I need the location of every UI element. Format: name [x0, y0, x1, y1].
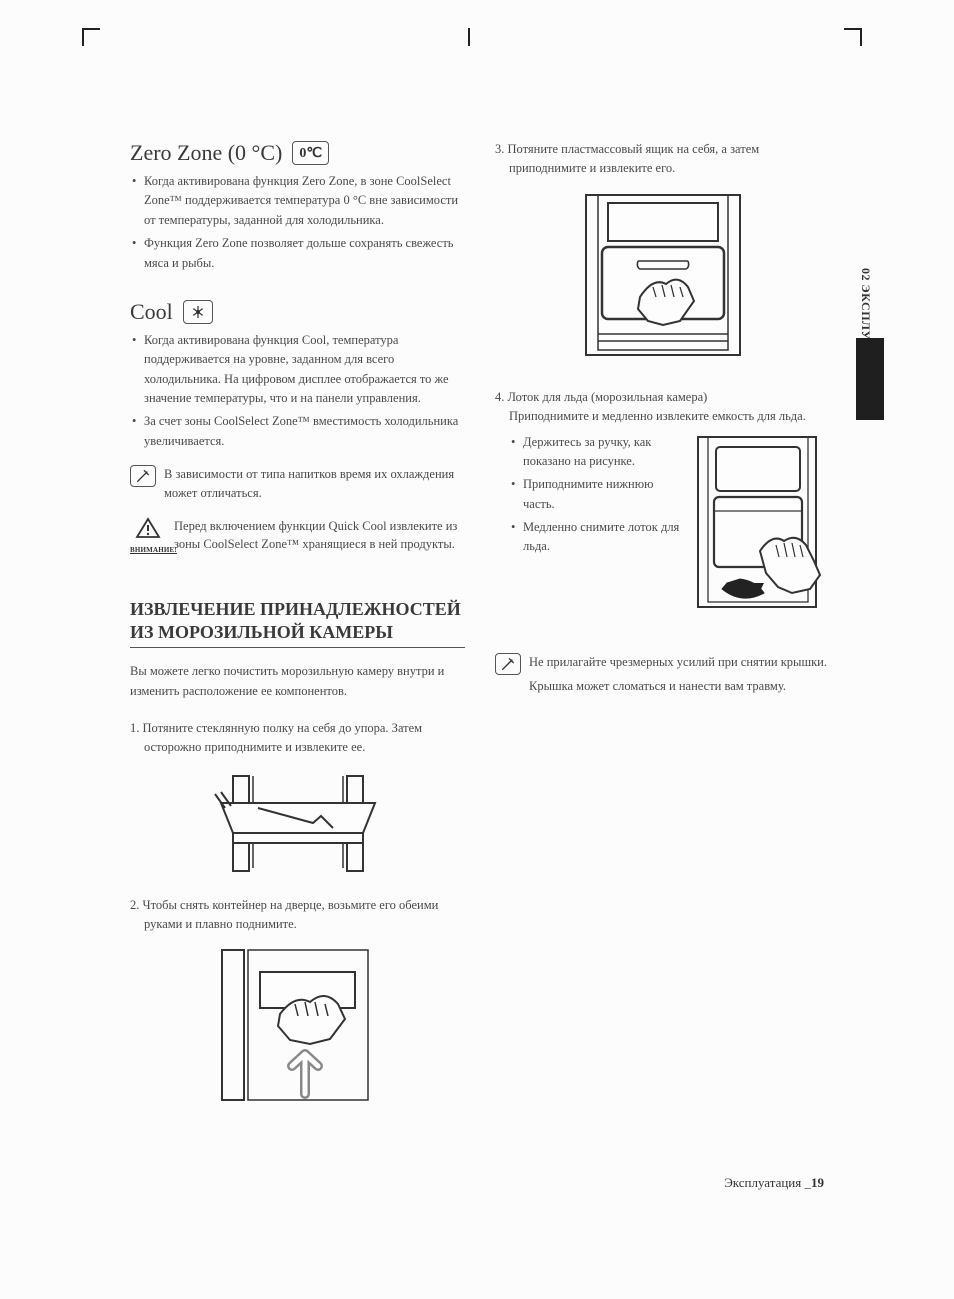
warning-text: Перед включением функции Quick Cool извл… — [174, 517, 465, 555]
page-footer: Эксплуатация _19 — [724, 1175, 824, 1191]
zero-zone-title: Zero Zone (0 °C) — [130, 140, 282, 166]
list-item: Функция Zero Zone позволяет дольше сохра… — [144, 234, 465, 273]
warning-icon: ВНИМАНИЕ! — [130, 517, 166, 554]
step-4-bullets: Держитесь за ручку, как показано на рису… — [495, 433, 682, 561]
cool-title: Cool — [130, 299, 173, 325]
warning-label: ВНИМАНИЕ! — [130, 546, 166, 554]
right-note-2: Крышка может сломаться и нанести вам тра… — [529, 677, 827, 696]
crop-mark — [468, 28, 470, 46]
zero-zone-icon: 0℃ — [292, 141, 329, 165]
figure-drawer — [495, 189, 830, 364]
list-item: Приподнимите нижнюю часть. — [523, 475, 682, 514]
list-item: Когда активирована функция Cool, темпера… — [144, 331, 465, 409]
note-icon — [495, 653, 521, 675]
right-column: 3. Потяните пластмассовый ящик на себя, … — [495, 140, 830, 1109]
crop-mark — [844, 28, 862, 46]
footer-page-number: 19 — [811, 1175, 824, 1190]
section-intro: Вы можете легко почистить морозильную ка… — [130, 662, 465, 701]
figure-ice-tray — [692, 433, 830, 623]
step-3: 3. Потяните пластмассовый ящик на себя, … — [495, 140, 830, 179]
left-column: Zero Zone (0 °C) 0℃ Когда активирована ф… — [130, 140, 465, 1109]
section-heading: ИЗВЛЕЧЕНИЕ ПРИНАДЛЕЖНОСТЕЙ ИЗ МОРОЗИЛЬНО… — [130, 598, 465, 648]
cool-icon — [183, 300, 213, 324]
step-4-lead: 4. Лоток для льда (морозильная камера) — [495, 388, 830, 407]
list-item: Когда активирована функция Zero Zone, в … — [144, 172, 465, 230]
step-2: 2. Чтобы снять контейнер на дверце, возь… — [130, 896, 465, 935]
step-4-sub: Приподнимите и медленно извлеките емкост… — [495, 407, 830, 426]
cool-note: В зависимости от типа напитков время их … — [164, 465, 465, 503]
list-item: За счет зоны CoolSelect Zone™ вместимост… — [144, 412, 465, 451]
note-icon — [130, 465, 156, 487]
right-note-1: Не прилагайте чрезмерных усилий при снят… — [529, 653, 827, 672]
cool-bullets: Когда активирована функция Cool, темпера… — [130, 331, 465, 451]
list-item: Медленно снимите лоток для льда. — [523, 518, 682, 557]
step-1: 1. Потяните стеклянную полку на себя до … — [130, 719, 465, 758]
figure-shelf — [130, 768, 465, 878]
list-item: Держитесь за ручку, как показано на рису… — [523, 433, 682, 472]
figure-door-bin — [130, 944, 465, 1109]
section-tab: 02 ЭКСПЛУАТАЦИЯ — [856, 268, 884, 548]
crop-mark — [82, 28, 100, 46]
footer-label: Эксплуатация _ — [724, 1175, 811, 1190]
zero-zone-bullets: Когда активирована функция Zero Zone, в … — [130, 172, 465, 273]
